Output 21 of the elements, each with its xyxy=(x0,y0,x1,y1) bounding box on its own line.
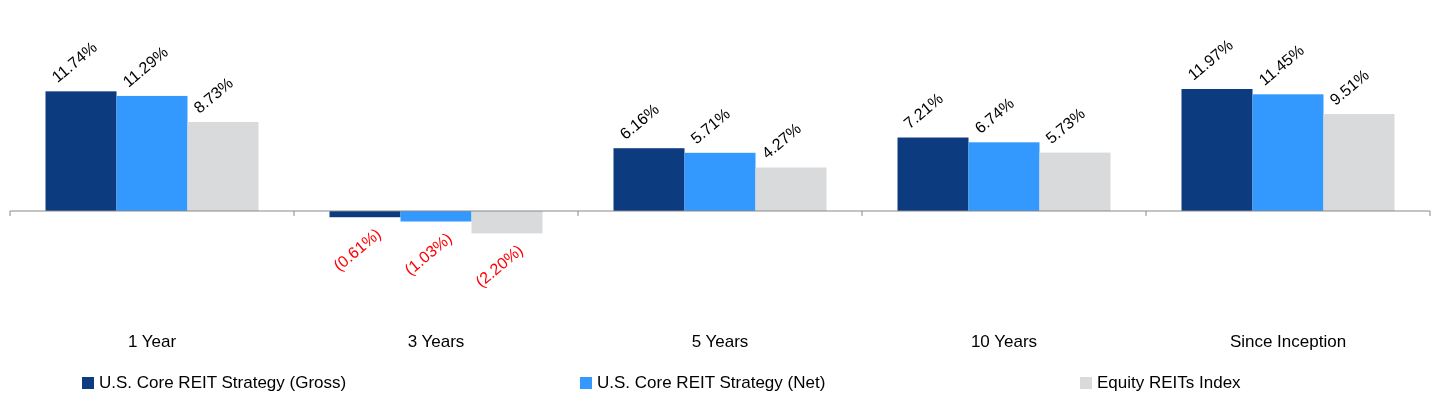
bar xyxy=(1323,114,1395,211)
bar xyxy=(187,122,259,211)
x-tick-label: Since Inception xyxy=(1229,332,1347,351)
legend-label: U.S. Core REIT Strategy (Net) xyxy=(597,373,826,392)
x-tick-label: 5 Years xyxy=(691,332,749,351)
x-tick-label: 3 Years xyxy=(407,332,465,351)
bar xyxy=(1252,94,1324,211)
legend-label: U.S. Core REIT Strategy (Gross) xyxy=(99,373,347,392)
bar xyxy=(1039,152,1111,211)
bar xyxy=(755,167,827,211)
bar xyxy=(45,91,117,211)
bar xyxy=(897,137,969,211)
legend-label: Equity REITs Index xyxy=(1097,373,1242,392)
bar xyxy=(684,152,756,211)
bar xyxy=(471,211,543,234)
x-tick-label: 10 Years xyxy=(970,332,1038,351)
bar xyxy=(116,95,188,211)
bar xyxy=(1181,89,1253,211)
bar xyxy=(613,148,685,211)
x-tick-label: 1 Year xyxy=(127,332,177,351)
bar xyxy=(968,142,1040,211)
